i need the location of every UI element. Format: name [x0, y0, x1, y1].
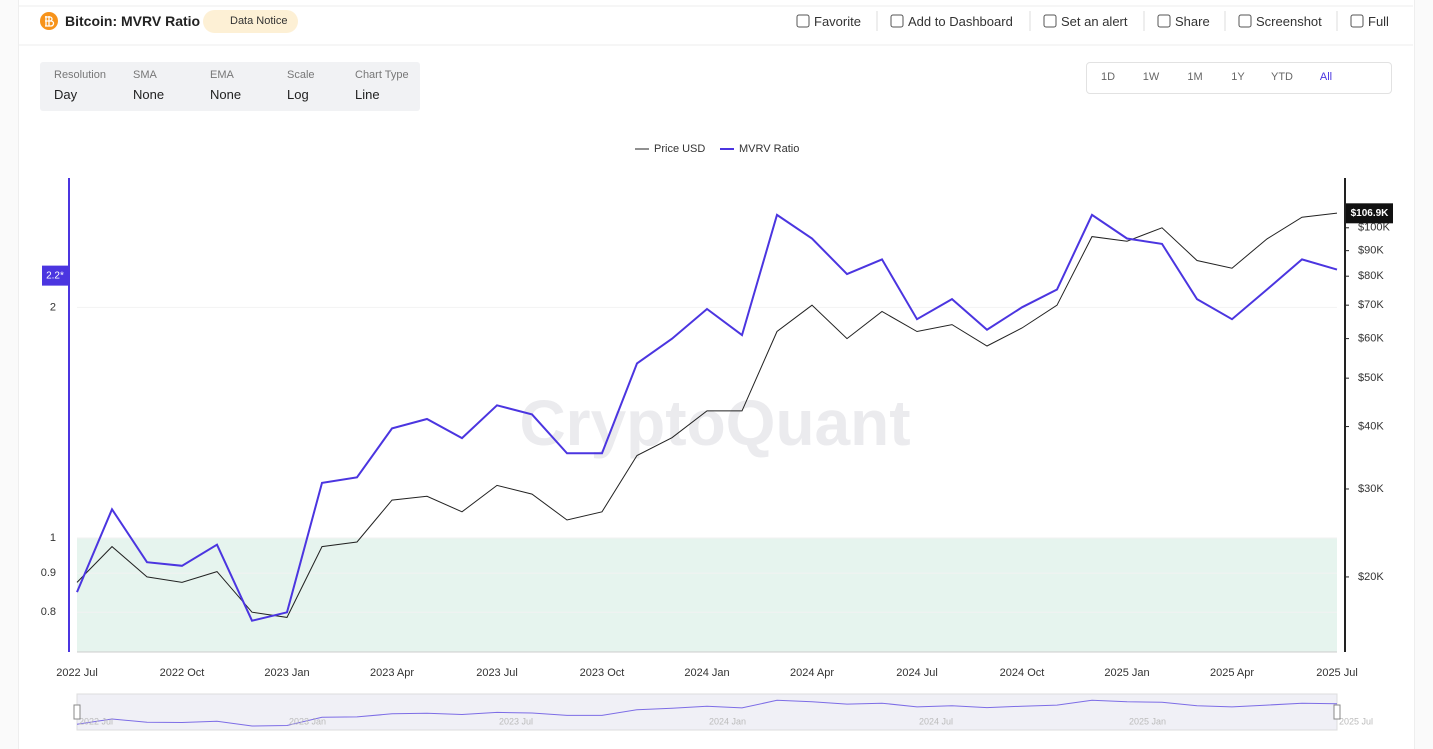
- action-icon: [1043, 14, 1057, 28]
- y-tick-label: 1: [50, 532, 56, 544]
- series-line: [76, 212, 1338, 618]
- control-value[interactable]: None: [210, 87, 242, 102]
- navigator-handle: [1333, 704, 1341, 720]
- range-panel: [1086, 62, 1392, 94]
- control-label: EMA: [210, 69, 234, 81]
- control-value[interactable]: Line: [355, 87, 380, 102]
- y2-tick-label: $50K: [1358, 372, 1384, 384]
- last-value-label: $106.9K: [1351, 208, 1390, 219]
- control-label: Scale: [287, 69, 315, 81]
- last-value-box: [42, 265, 68, 286]
- action-icon: [796, 14, 810, 28]
- control-label: SMA: [133, 69, 157, 81]
- y2-tick-label: $40K: [1358, 420, 1384, 432]
- page-title: Bitcoin: MVRV Ratio: [65, 13, 201, 29]
- control-value[interactable]: None: [133, 87, 165, 102]
- x-tick-label: 2023 Apr: [370, 667, 414, 679]
- notice-badge[interactable]: [203, 10, 298, 33]
- navigator-label: 2024 Jul: [919, 716, 953, 726]
- action-icon: [890, 14, 904, 28]
- last-value-box: [1346, 203, 1393, 224]
- highlight-band: [77, 538, 1337, 652]
- x-tick-label: 2025 Apr: [1210, 667, 1254, 679]
- control-label: Chart Type: [355, 69, 409, 81]
- navigator-label: 2024 Jan: [709, 716, 746, 726]
- x-tick-label: 2025 Jul: [1316, 667, 1358, 679]
- x-tick-label: 2024 Oct: [1000, 667, 1045, 679]
- range-button[interactable]: 1D: [1100, 71, 1116, 83]
- controls-panel: [40, 62, 420, 111]
- action-button[interactable]: Favorite: [814, 14, 861, 29]
- action-button[interactable]: Screenshot: [1256, 14, 1322, 29]
- action-button[interactable]: Add to Dashboard: [908, 14, 1013, 29]
- series-line: [76, 213, 1338, 622]
- control-value[interactable]: Day: [54, 87, 78, 102]
- x-tick-label: 2024 Apr: [790, 667, 834, 679]
- watermark: CryptoQuant: [519, 387, 910, 459]
- y-tick-label: 2: [50, 301, 56, 313]
- range-button[interactable]: 1Y: [1231, 71, 1245, 83]
- y2-tick-label: $90K: [1358, 245, 1384, 257]
- navigator-label: 2023 Jul: [499, 716, 533, 726]
- range-button[interactable]: 1W: [1142, 71, 1160, 83]
- notice-text: Data Notice: [230, 15, 288, 27]
- y2-tick-label: $60K: [1358, 333, 1384, 345]
- control-label: Resolution: [54, 69, 106, 81]
- control-value[interactable]: Log: [287, 87, 309, 102]
- x-tick-label: 2025 Jan: [1104, 667, 1149, 679]
- action-icon: [1157, 14, 1171, 28]
- bitcoin-icon-mark: [45, 16, 55, 27]
- navigator-label: 2022 Jul: [79, 716, 113, 726]
- navigator-handle: [73, 704, 81, 720]
- action-icon: [1238, 14, 1252, 28]
- y2-tick-label: $80K: [1358, 270, 1384, 282]
- action-button[interactable]: Share: [1175, 14, 1210, 29]
- action-button[interactable]: Set an alert: [1061, 14, 1128, 29]
- y2-tick-label: $30K: [1358, 483, 1384, 495]
- x-tick-label: 2023 Oct: [580, 667, 625, 679]
- y2-tick-label: $20K: [1358, 571, 1384, 583]
- x-tick-label: 2024 Jul: [896, 667, 938, 679]
- x-tick-label: 2022 Jul: [56, 667, 98, 679]
- x-tick-label: 2023 Jul: [476, 667, 518, 679]
- navigator-label: 2023 Jan: [289, 716, 326, 726]
- navigator-label: 2025 Jan: [1129, 716, 1166, 726]
- range-button[interactable]: YTD: [1271, 71, 1293, 83]
- navigator-label: 2025 Jul: [1339, 716, 1373, 726]
- navigator: [76, 693, 1338, 731]
- legend-label: Price USD: [654, 143, 705, 155]
- y-tick-label: 0.9: [41, 567, 56, 579]
- range-button[interactable]: 1M: [1187, 71, 1203, 83]
- action-icon: [1350, 14, 1364, 28]
- range-button[interactable]: All: [1319, 71, 1333, 83]
- navigator-line: [76, 699, 1338, 727]
- action-button[interactable]: Full: [1368, 14, 1389, 29]
- y-tick-label: 0.8: [41, 606, 56, 618]
- x-tick-label: 2023 Jan: [264, 667, 309, 679]
- x-tick-label: 2022 Oct: [160, 667, 205, 679]
- legend-label: MVRV Ratio: [739, 143, 799, 155]
- y2-tick-label: $100K: [1358, 222, 1390, 234]
- x-tick-label: 2024 Jan: [684, 667, 729, 679]
- last-value-label: 2.2*: [46, 270, 64, 281]
- y2-tick-label: $70K: [1358, 299, 1384, 311]
